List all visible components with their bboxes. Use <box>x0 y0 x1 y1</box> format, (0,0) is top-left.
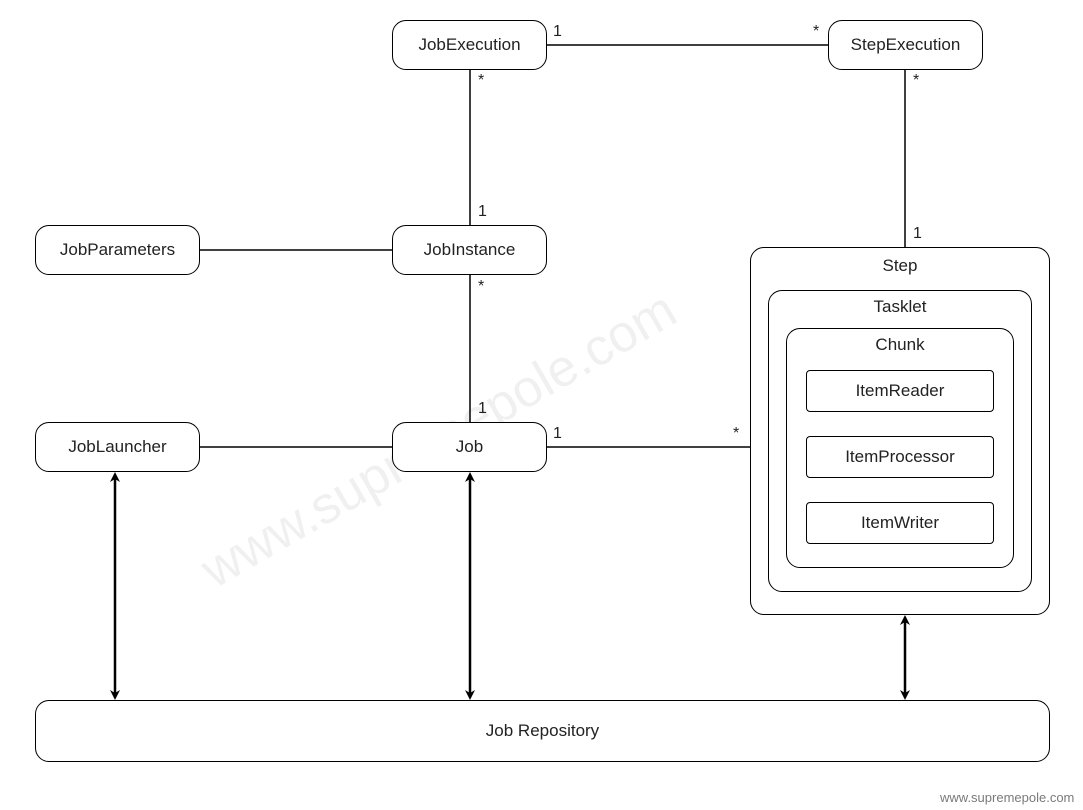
mult-label: 1 <box>478 400 487 418</box>
node-label: ItemProcessor <box>845 447 955 467</box>
mult-label: * <box>478 72 484 90</box>
mult-label: 1 <box>913 225 922 243</box>
node-job: Job <box>392 422 547 472</box>
mult-label: * <box>733 425 739 443</box>
node-label: JobExecution <box>418 35 520 55</box>
node-itemwriter: ItemWriter <box>806 502 994 544</box>
node-label: Tasklet <box>769 291 1031 317</box>
node-label: ItemWriter <box>861 513 939 533</box>
mult-label: * <box>813 23 819 41</box>
node-itemprocessor: ItemProcessor <box>806 436 994 478</box>
node-label: Chunk <box>787 329 1013 355</box>
node-label: JobLauncher <box>68 437 166 457</box>
mult-label: 1 <box>553 425 562 443</box>
mult-label: 1 <box>478 203 487 221</box>
node-label: StepExecution <box>851 35 961 55</box>
node-itemreader: ItemReader <box>806 370 994 412</box>
node-jobrepository: Job Repository <box>35 700 1050 762</box>
diagram-canvas: www.supremepole.com JobExecution StepExe… <box>0 0 1083 810</box>
node-stepexecution: StepExecution <box>828 20 983 70</box>
node-label: JobInstance <box>424 240 516 260</box>
node-label: Job Repository <box>486 721 599 741</box>
footer-url: www.supremepole.com <box>940 790 1074 805</box>
mult-label: 1 <box>553 23 562 41</box>
mult-label: * <box>478 278 484 296</box>
node-label: ItemReader <box>856 381 945 401</box>
node-joblauncher: JobLauncher <box>35 422 200 472</box>
node-jobinstance: JobInstance <box>392 225 547 275</box>
node-label: Step <box>883 256 918 276</box>
node-jobexecution: JobExecution <box>392 20 547 70</box>
node-label: JobParameters <box>60 240 175 260</box>
node-label: Job <box>456 437 483 457</box>
mult-label: * <box>913 72 919 90</box>
node-jobparameters: JobParameters <box>35 225 200 275</box>
